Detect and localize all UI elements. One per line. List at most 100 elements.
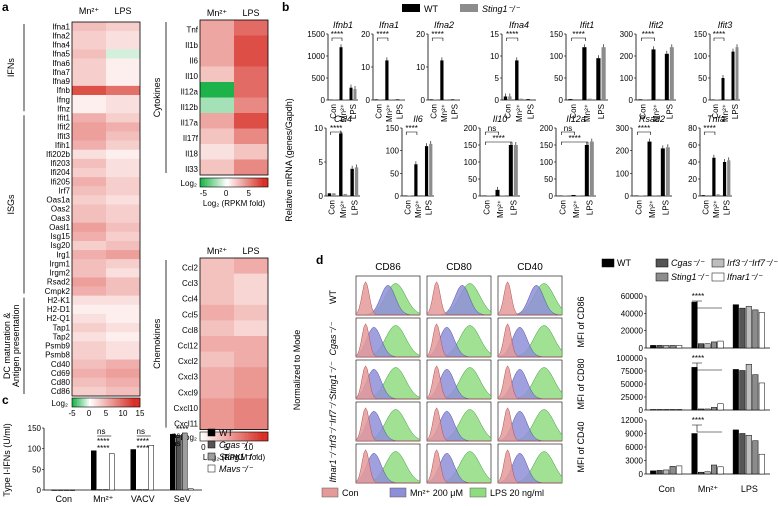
sig-bracket [692, 362, 722, 371]
colorbar-tick: -5 [200, 189, 208, 198]
gene-label: Isg15 [50, 232, 70, 241]
y-tick-label: 100 [28, 445, 42, 454]
bar [650, 345, 657, 349]
colorbar-segment [225, 432, 228, 441]
sig-bracket [692, 424, 722, 433]
gene-label: Ccl4 [182, 295, 199, 304]
colorbar-segment [104, 398, 107, 407]
bar-ko [727, 160, 731, 196]
heatmap-cell [106, 22, 140, 32]
sig-label: **** [642, 30, 654, 39]
y-tick-label: 50 [468, 175, 477, 184]
legend-swatch [207, 464, 216, 473]
bar-wt [712, 157, 716, 196]
heatmap-cell [234, 20, 268, 36]
bar-ko [433, 99, 438, 100]
gene-label: Il6 [190, 56, 199, 65]
sig-bracket [485, 131, 499, 135]
x-tick-label: Mn²⁺ [385, 104, 394, 122]
panel-letter-a: a [2, 0, 9, 14]
bar [739, 307, 746, 349]
heatmap-cell [200, 382, 234, 399]
sig-label: **** [492, 134, 504, 143]
histogram-con [426, 407, 491, 442]
sig-label: **** [692, 416, 704, 425]
bar [676, 465, 683, 475]
group-label: DC maturation & [2, 313, 12, 380]
y-tick-label: 0 [693, 192, 698, 201]
heatmap-cell [106, 386, 140, 397]
bar [650, 470, 657, 475]
colorbar-segment [222, 432, 225, 441]
y-tick-label: 50 [544, 175, 553, 184]
gene-label: Oas3 [51, 214, 71, 223]
colorbar-segment [215, 432, 218, 441]
heatmap-cell [72, 286, 106, 296]
bar [51, 489, 57, 491]
bar [170, 433, 176, 491]
colorbar-caption: Log₂ (RPKM fold) [203, 199, 266, 208]
sig-label: **** [405, 124, 417, 133]
heatmap-cell [72, 76, 106, 87]
legend-swatch [207, 428, 216, 437]
bar [752, 440, 759, 475]
x-tick-label: Con [504, 104, 513, 119]
colorbar-segment [252, 178, 255, 187]
y-tick-label: 80 [688, 124, 697, 133]
bar-wt [450, 99, 455, 100]
legend-label: WT [219, 428, 233, 438]
chart-title: Rsad2 [639, 114, 665, 124]
histogram-con [497, 323, 562, 358]
bar [109, 453, 115, 491]
bar-ko [589, 141, 594, 196]
x-tick-label: Con [374, 104, 383, 119]
heatmap-cell [200, 304, 234, 321]
legend-label: Sting1⁻/⁻ [671, 272, 710, 282]
bar [745, 435, 752, 475]
sig-bracket [641, 37, 655, 41]
ns-label: ns [172, 439, 180, 448]
colorbar-tick: 0 [87, 409, 92, 418]
legend-swatch [321, 487, 339, 498]
gene-label: Tap1 [53, 323, 71, 332]
colorbar-segment [218, 432, 221, 441]
colorbar-segment [206, 178, 209, 187]
y-tick-label: 20000 [621, 327, 644, 336]
heatmap-cell [234, 382, 268, 399]
x-tick-label: Con [559, 200, 568, 215]
x-tick-label: Con [658, 484, 675, 494]
colorbar-border [199, 177, 269, 188]
colorbar-segment [77, 398, 80, 407]
bar-ko [665, 147, 670, 196]
bar-ko [354, 167, 359, 196]
heatmap-cell [200, 273, 234, 290]
legend-title: Log₂ [181, 179, 197, 188]
colorbar-segment [220, 432, 223, 441]
chart-title: Ifna4 [509, 20, 529, 30]
sig-label: **** [97, 444, 109, 453]
x-tick-label: SeV [174, 494, 191, 504]
heatmap-cell [234, 66, 268, 83]
bar-chart: Il6 0 50 100 150 Con Mn²⁺ LPS **** [386, 114, 434, 218]
heatmap-cell [106, 104, 140, 114]
x-tick-label: Mn²⁺ [721, 104, 730, 122]
x-tick-label: Con [711, 104, 720, 119]
bar-wt [526, 99, 530, 100]
bar-wt [374, 99, 378, 100]
gene-label: Ifi204 [50, 168, 70, 177]
heatmap-cell [72, 323, 106, 333]
histogram-con [497, 365, 562, 400]
heatmap-cell [200, 367, 234, 384]
chart-title: Il10 [493, 114, 508, 124]
gene-label: Ifna9 [52, 77, 70, 86]
y-tick-label: 10 [314, 124, 323, 133]
colorbar-segment [217, 178, 219, 187]
y-tick-label: 50 [32, 465, 41, 474]
bar-chart: Ifna1 0 10 20 Con Mn²⁺ LPS **** [361, 20, 405, 122]
legend-label: Cgas⁻/⁻ [671, 258, 705, 268]
colorbar-segment [123, 398, 125, 407]
y-tick-label: 40 [688, 158, 697, 167]
y-tick-label: 100 [620, 74, 634, 83]
bar-ko [705, 195, 710, 196]
bar [745, 363, 752, 411]
